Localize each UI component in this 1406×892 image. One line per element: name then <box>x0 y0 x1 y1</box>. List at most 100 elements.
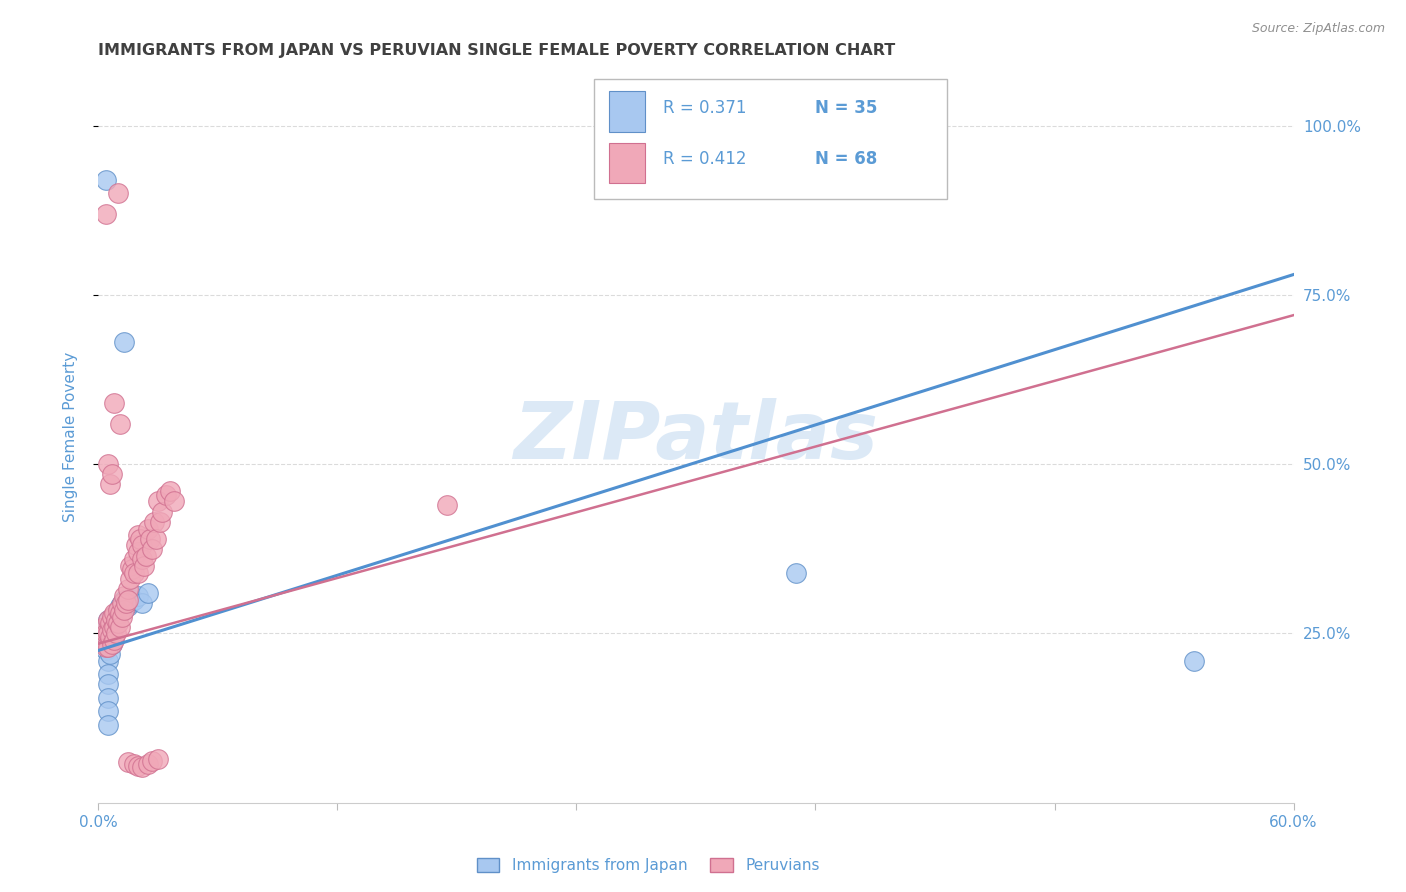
Point <box>105 613 128 627</box>
Point <box>136 756 159 771</box>
Point <box>100 630 122 644</box>
Point <box>120 558 142 573</box>
Point <box>97 667 120 681</box>
Point <box>111 596 134 610</box>
Point <box>97 640 120 654</box>
FancyBboxPatch shape <box>609 143 644 183</box>
Point <box>107 186 129 201</box>
Point <box>101 467 124 482</box>
Point <box>97 613 120 627</box>
Point <box>141 541 163 556</box>
Point <box>96 206 118 220</box>
Text: N = 35: N = 35 <box>815 99 877 117</box>
Point <box>127 589 149 603</box>
Point <box>100 620 122 634</box>
Point <box>97 705 120 719</box>
Point <box>110 620 132 634</box>
Point <box>93 620 115 634</box>
Point <box>148 494 170 508</box>
Point <box>103 616 125 631</box>
Point <box>101 637 124 651</box>
Point <box>100 633 122 648</box>
Point <box>100 616 122 631</box>
Point <box>107 603 129 617</box>
Point <box>117 582 139 597</box>
Point <box>111 609 134 624</box>
Point <box>100 477 122 491</box>
Point <box>101 609 124 624</box>
Point <box>97 654 120 668</box>
Point <box>117 599 139 614</box>
Point <box>97 718 120 732</box>
Point <box>103 606 125 620</box>
Point <box>136 521 159 535</box>
Point <box>97 626 120 640</box>
Point <box>112 589 135 603</box>
FancyBboxPatch shape <box>595 78 948 200</box>
Point <box>148 752 170 766</box>
Point <box>127 566 149 580</box>
FancyBboxPatch shape <box>609 92 644 132</box>
Point <box>97 457 120 471</box>
Point <box>120 596 142 610</box>
Point <box>124 756 146 771</box>
Point <box>150 505 173 519</box>
Point <box>124 566 146 580</box>
Point <box>131 596 153 610</box>
Point <box>127 545 149 559</box>
Point <box>1182 654 1205 668</box>
Point <box>103 633 125 648</box>
Text: R = 0.412: R = 0.412 <box>662 150 747 168</box>
Point <box>112 603 135 617</box>
Point <box>134 558 156 573</box>
Point <box>115 596 138 610</box>
Legend: Immigrants from Japan, Peruvians: Immigrants from Japan, Peruvians <box>471 852 825 880</box>
Point <box>105 609 128 624</box>
Point <box>101 623 124 637</box>
Point <box>97 626 120 640</box>
Point <box>93 633 115 648</box>
Point <box>103 396 125 410</box>
Point <box>110 599 132 614</box>
Point <box>111 596 134 610</box>
Point <box>131 538 153 552</box>
Point <box>96 630 118 644</box>
Point <box>136 586 159 600</box>
Point <box>107 616 129 631</box>
Point <box>129 532 152 546</box>
Point <box>93 623 115 637</box>
Point <box>120 572 142 586</box>
Point <box>155 488 177 502</box>
Point <box>127 528 149 542</box>
Point <box>107 603 129 617</box>
Point <box>112 335 135 350</box>
Point <box>101 609 124 624</box>
Point <box>127 758 149 772</box>
Point <box>163 494 186 508</box>
Point <box>139 532 162 546</box>
Point <box>96 643 118 657</box>
Point <box>93 637 115 651</box>
Point <box>117 755 139 769</box>
Point <box>96 172 118 186</box>
Point <box>436 498 458 512</box>
Point <box>96 640 118 654</box>
Point <box>97 690 120 705</box>
Point <box>124 552 146 566</box>
Point <box>143 515 166 529</box>
Point <box>117 592 139 607</box>
Point <box>145 532 167 546</box>
Point <box>124 592 146 607</box>
Point <box>105 626 128 640</box>
Point <box>110 417 132 431</box>
Point <box>149 515 172 529</box>
Point <box>97 613 120 627</box>
Point <box>96 626 118 640</box>
Text: ZIPatlas: ZIPatlas <box>513 398 879 476</box>
Point <box>112 592 135 607</box>
Point <box>785 566 807 580</box>
Point <box>141 754 163 768</box>
Text: Source: ZipAtlas.com: Source: ZipAtlas.com <box>1251 22 1385 36</box>
Point <box>125 538 148 552</box>
Text: R = 0.371: R = 0.371 <box>662 99 747 117</box>
